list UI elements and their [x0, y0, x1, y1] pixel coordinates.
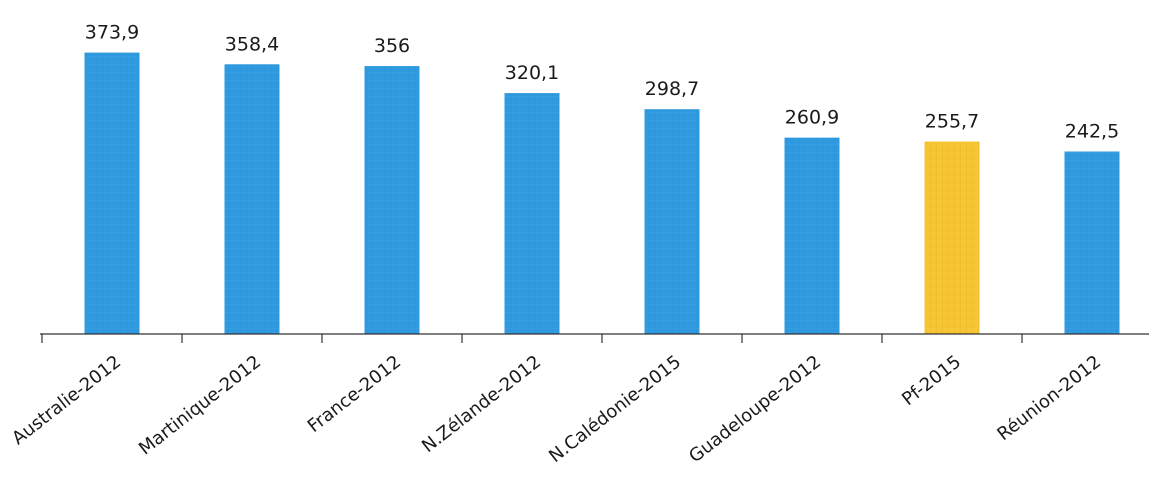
x-tick-labels-group: Australie-2012 Martinique-2012 France-2012…: [8, 351, 1105, 467]
x-ticks-group: [41, 334, 1023, 343]
bar-r-union-2012: [1064, 151, 1120, 334]
data-label: 242,5: [1065, 120, 1119, 142]
bar-martinique-2012: [224, 64, 280, 335]
data-label: 356: [374, 35, 410, 57]
data-label: 358,4: [225, 33, 279, 55]
bar-pf-2015: [924, 141, 980, 334]
bar-n-z-lande-2012: [504, 93, 560, 334]
data-label: 320,1: [505, 62, 559, 84]
data-label: 373,9: [85, 22, 139, 44]
x-tick-label: Pf-2015: [898, 351, 965, 410]
bars-group: [84, 52, 1120, 335]
data-label: 260,9: [785, 107, 839, 129]
value-labels-group: 373,9 358,4 356 320,1 298,7 260,9 255,7 242,5: [85, 22, 1119, 143]
bar-n-cal-donie-2015: [644, 109, 700, 334]
x-tick-label: Australie-2012: [8, 351, 125, 449]
data-label: 255,7: [925, 111, 979, 133]
x-tick-label: Guadeloupe-2012: [685, 351, 825, 467]
x-tick-label: France-2012: [304, 351, 405, 437]
bar-australie-2012: [84, 52, 140, 334]
bar-guadeloupe-2012: [784, 137, 840, 334]
data-label: 298,7: [645, 78, 699, 100]
x-tick-label: Réunion-2012: [993, 351, 1105, 445]
x-tick-label: N.Calédonie-2015: [545, 351, 685, 467]
x-tick-label: Martinique-2012: [135, 351, 265, 459]
bar-france-2012: [364, 66, 420, 334]
x-tick-label: N.Zélande-2012: [418, 351, 545, 457]
